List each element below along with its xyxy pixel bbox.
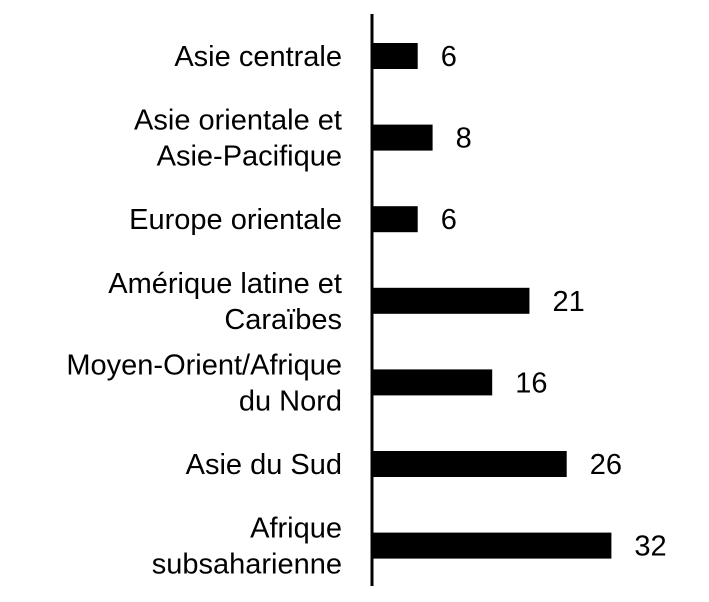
category-label-1-line-1: Asie-Pacifique [157, 141, 342, 173]
category-label-5-line-0: Asie du Sud [186, 449, 342, 481]
data-label-6: 32 [634, 531, 666, 563]
category-label-6-line-0: Afrique [250, 513, 342, 545]
data-label-5: 26 [590, 449, 622, 481]
category-label-4-line-1: du Nord [239, 385, 342, 417]
category-label-3-line-0: Amérique latine et [108, 268, 342, 300]
category-label-1-line-0: Asie orientale et [134, 105, 342, 137]
category-label-2-line-0: Europe orientale [129, 204, 342, 236]
data-label-2: 6 [441, 204, 457, 236]
bar-6 [373, 532, 612, 559]
bar-4 [373, 369, 493, 396]
bar-5 [373, 451, 567, 477]
category-label-0-line-0: Asie centrale [174, 41, 342, 73]
value-labels-group: 6 8 6 21 16 26 32 [441, 41, 667, 563]
data-label-1: 8 [456, 123, 472, 155]
data-label-3: 21 [552, 286, 584, 318]
category-label-6-line-1: subsaharienne [152, 549, 342, 581]
data-label-0: 6 [441, 41, 457, 73]
category-label-3-line-1: Caraïbes [224, 304, 342, 336]
category-labels-group: Asie centrale Asie orientale et Asie-Pacif… [66, 41, 342, 581]
bars-group [373, 43, 612, 559]
category-label-4-line-0: Moyen-Orient/Afrique [66, 349, 342, 381]
bar-2 [373, 206, 418, 233]
bar-1 [373, 124, 433, 151]
bar-0 [373, 43, 418, 69]
bar-3 [373, 287, 530, 314]
data-label-4: 16 [515, 367, 547, 399]
